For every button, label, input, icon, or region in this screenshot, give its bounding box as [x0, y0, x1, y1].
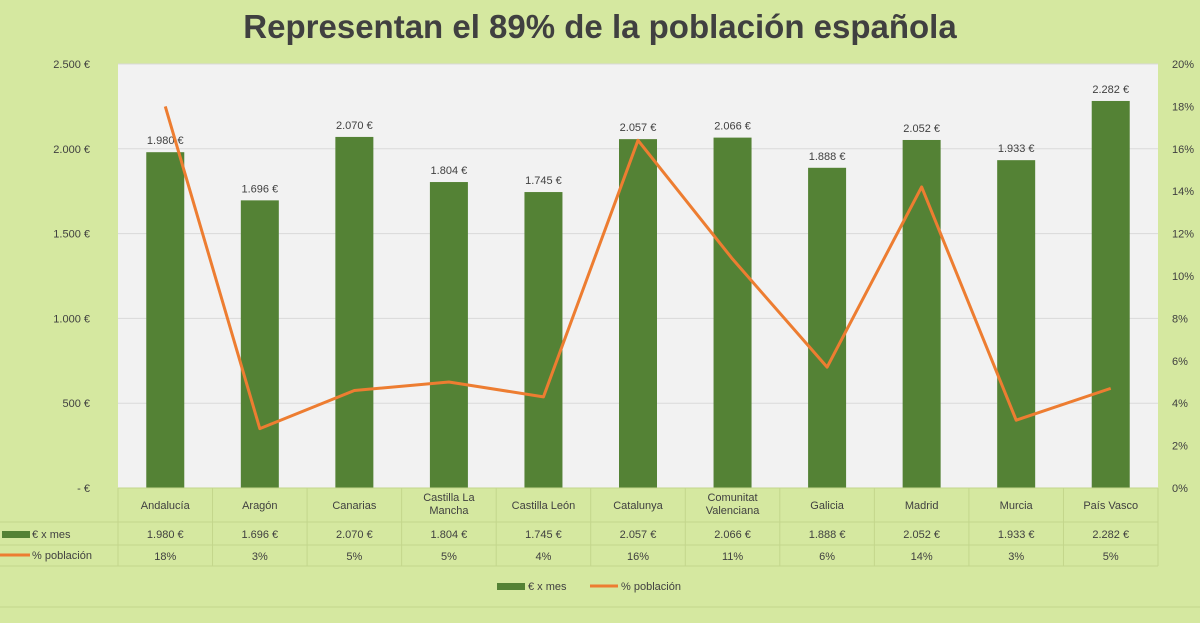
- y-right-tick-label: 14%: [1172, 186, 1194, 198]
- y-left-tick-label: 500 €: [62, 398, 90, 410]
- bar: [902, 139, 941, 488]
- bar-data-label: 1.933 €: [998, 143, 1035, 155]
- bar-data-label: 2.052 €: [903, 123, 940, 135]
- legend-key-bar: [2, 531, 30, 538]
- bar-data-label: 1.745 €: [525, 175, 562, 187]
- y-left-tick-label: - €: [77, 483, 90, 495]
- table-cell: 3%: [252, 551, 268, 563]
- bar-data-label: 2.057 €: [620, 122, 657, 134]
- category-label: Catalunya: [613, 500, 663, 512]
- bar-data-label: 2.282 €: [1092, 84, 1129, 96]
- bar: [808, 167, 847, 488]
- y-left-tick-label: 2.500 €: [53, 59, 90, 71]
- table-cell: 14%: [911, 551, 933, 563]
- y-left-tick-label: 2.000 €: [53, 144, 90, 156]
- bar-data-label: 1.888 €: [809, 151, 846, 163]
- legend-key-bar: [497, 583, 525, 590]
- category-label: Comunitat Valenciana: [706, 492, 760, 517]
- legend-label: € x mes: [528, 581, 567, 593]
- bar: [713, 137, 752, 489]
- table-cell: 5%: [1103, 551, 1119, 563]
- category-label: Andalucía: [141, 500, 191, 512]
- bar: [429, 182, 468, 488]
- y-left-tick-label: 1.000 €: [53, 313, 90, 325]
- y-right-tick-label: 8%: [1172, 313, 1188, 325]
- y-right-tick-label: 18%: [1172, 101, 1194, 113]
- table-cell: 4%: [536, 551, 552, 563]
- category-label: Canarias: [332, 500, 377, 512]
- table-cell: 5%: [441, 551, 457, 563]
- table-cell: 2.052 €: [903, 529, 940, 541]
- table-cell: 1.980 €: [147, 529, 184, 541]
- category-label: País Vasco: [1083, 500, 1138, 512]
- legend-label: % población: [621, 581, 681, 593]
- category-label: Galicia: [810, 500, 845, 512]
- table-cell: 3%: [1008, 551, 1024, 563]
- table-cell: 2.070 €: [336, 529, 373, 541]
- category-label: Castilla León: [512, 500, 576, 512]
- bar: [146, 152, 185, 488]
- table-cell: 1.933 €: [998, 529, 1035, 541]
- bar-data-label: 2.070 €: [336, 120, 373, 132]
- bar: [335, 136, 374, 489]
- y-right-tick-label: 20%: [1172, 59, 1194, 71]
- table-cell: 1.888 €: [809, 529, 846, 541]
- table-cell: 1.696 €: [241, 529, 278, 541]
- table-series-label: % población: [32, 550, 92, 562]
- table-cell: 2.282 €: [1092, 529, 1129, 541]
- y-right-tick-label: 0%: [1172, 483, 1188, 495]
- bar-data-label: 2.066 €: [714, 121, 751, 133]
- bar: [1091, 100, 1130, 488]
- bar: [997, 160, 1036, 488]
- table-cell: 2.066 €: [714, 529, 751, 541]
- category-label: Aragón: [242, 500, 277, 512]
- y-right-tick-label: 2%: [1172, 441, 1188, 453]
- category-label: Madrid: [905, 500, 939, 512]
- table-series-label: € x mes: [32, 529, 71, 541]
- bar: [240, 200, 279, 488]
- y-right-tick-label: 12%: [1172, 229, 1194, 241]
- bar: [619, 139, 657, 488]
- table-cell: 1.745 €: [525, 529, 562, 541]
- bar-data-label: 1.696 €: [241, 183, 278, 195]
- table-cell: 2.057 €: [620, 529, 657, 541]
- y-right-tick-label: 4%: [1172, 398, 1188, 410]
- table-cell: 6%: [819, 551, 835, 563]
- table-cell: 16%: [627, 551, 649, 563]
- table-cell: 5%: [346, 551, 362, 563]
- y-right-tick-label: 10%: [1172, 271, 1194, 283]
- y-left-tick-label: 1.500 €: [53, 229, 90, 241]
- table-cell: 1.804 €: [431, 529, 468, 541]
- bar: [524, 192, 563, 488]
- category-label: Murcia: [1000, 500, 1034, 512]
- category-label: Castilla La Mancha: [423, 492, 475, 517]
- y-right-tick-label: 6%: [1172, 356, 1188, 368]
- chart-title: Representan el 89% de la población españ…: [243, 8, 957, 45]
- bar-data-label: 1.804 €: [431, 165, 468, 177]
- y-right-tick-label: 16%: [1172, 144, 1194, 156]
- table-cell: 11%: [722, 551, 743, 563]
- table-cell: 18%: [154, 551, 176, 563]
